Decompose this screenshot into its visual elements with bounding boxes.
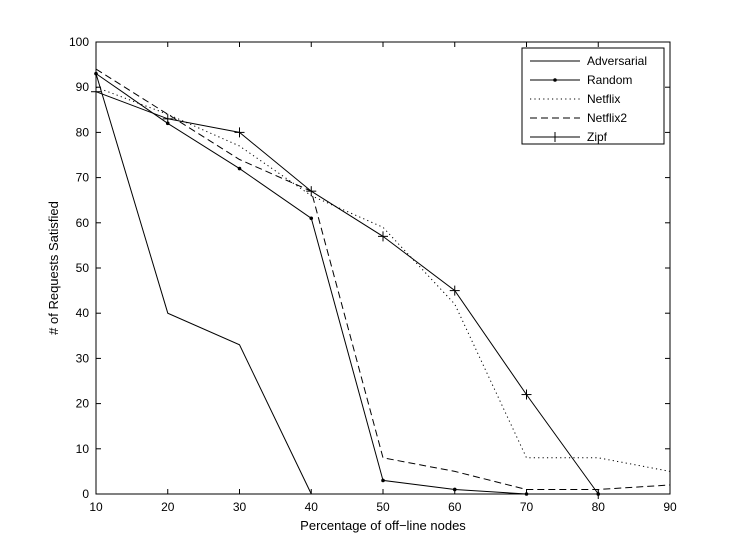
legend-zipf-point [550, 132, 560, 142]
series-zipf-point [521, 389, 532, 400]
series-random-point [309, 216, 314, 221]
legend-item-netflix: Netflix [530, 92, 620, 106]
legend-box [521, 47, 665, 145]
series-zipf-point [449, 285, 460, 296]
series-zipf-point [306, 186, 317, 197]
y-tick-label: 10 [76, 442, 90, 456]
x-tick-label: 10 [89, 500, 103, 514]
legend-label: Random [587, 73, 632, 87]
legend-item-adversarial: Adversarial [530, 54, 647, 68]
x-tick-label: 70 [520, 500, 534, 514]
series-line-netflix2 [95, 68, 671, 490]
x-tick-labels: 10 20 30 40 50 60 70 80 90 [89, 500, 677, 514]
legend-item-netflix2: Netflix2 [530, 111, 627, 125]
series-zipf-point [234, 127, 245, 138]
x-tick-label: 20 [161, 500, 175, 514]
legend-label: Adversarial [587, 54, 647, 68]
y-tick-labels: 0 10 20 30 40 50 60 70 80 90 100 [69, 35, 89, 501]
legend-item-zipf: Zipf [530, 130, 608, 144]
y-tick-label: 100 [69, 35, 89, 49]
x-tick-label: 90 [663, 500, 677, 514]
y-tick-label: 0 [82, 487, 89, 501]
y-axis-label: # of Requests Satisfied [46, 201, 61, 335]
x-tick-label: 30 [233, 500, 247, 514]
series-zipf-point [162, 113, 173, 124]
series-line-zipf [95, 91, 599, 495]
series-netflix [95, 86, 671, 472]
series-zipf-point [378, 231, 388, 242]
legend-item-random: Random [530, 73, 632, 87]
x-tick-label: 50 [376, 500, 390, 514]
series-line-adversarial [95, 73, 312, 495]
series-random-point [237, 166, 242, 171]
series-adversarial [95, 73, 312, 495]
y-tick-label: 70 [76, 171, 90, 185]
series-line-random [95, 73, 599, 495]
legend-label: Netflix [587, 92, 620, 106]
x-axis-label: Percentage of off−line nodes [300, 518, 466, 533]
legend-label: Zipf [587, 130, 608, 144]
y-tick-label: 20 [76, 397, 90, 411]
y-tick-label: 50 [76, 261, 90, 275]
x-tick-label: 60 [448, 500, 462, 514]
x-tick-label: 40 [305, 500, 319, 514]
y-tick-label: 80 [76, 125, 90, 139]
y-tick-label: 90 [76, 80, 90, 94]
series-line-netflix [95, 86, 671, 472]
y-tick-label: 60 [76, 216, 90, 230]
y-tick-label: 40 [76, 306, 90, 320]
series-netflix2 [95, 68, 671, 490]
series-random-point [381, 478, 385, 483]
y-tick-label: 30 [76, 351, 90, 365]
plot-frame [95, 41, 671, 495]
series-random-point [452, 487, 457, 492]
x-tick-label: 80 [592, 500, 606, 514]
legend: Adversarial Random Netflix Netflix2 Zipf [521, 47, 665, 145]
legend-label: Netflix2 [587, 111, 627, 125]
legend-random-point [553, 78, 557, 82]
